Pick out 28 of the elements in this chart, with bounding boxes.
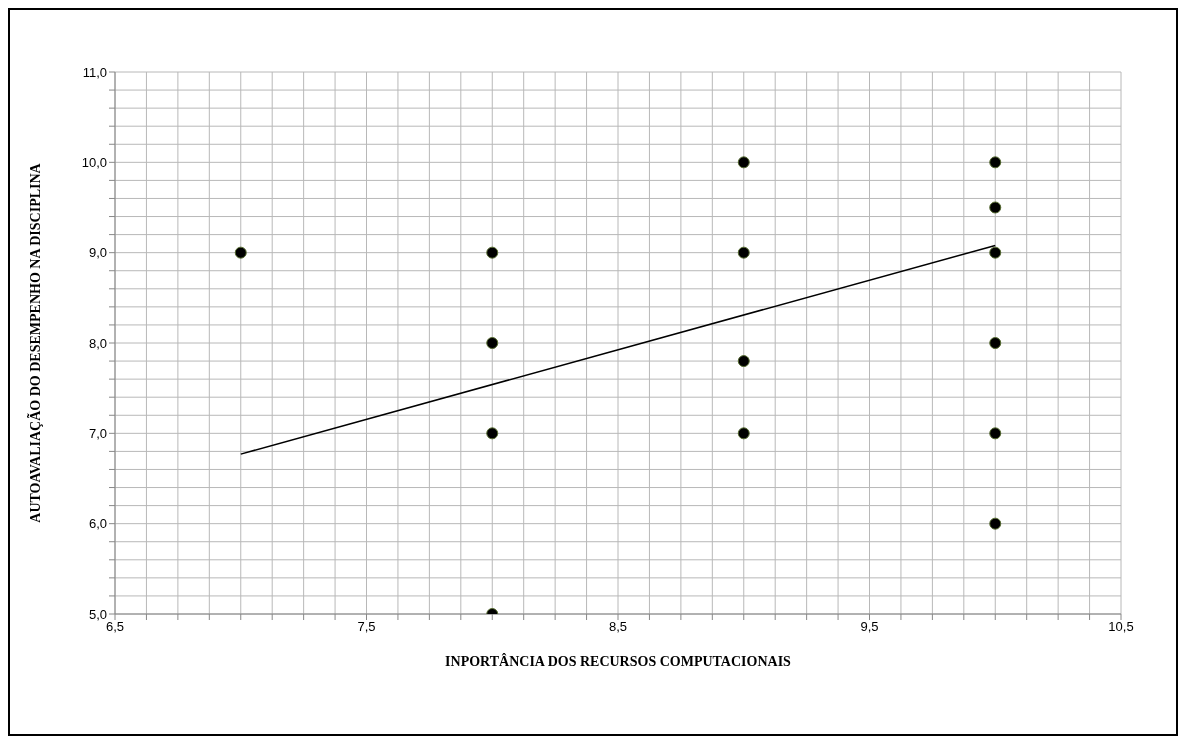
- x-tick-label: 9,5: [860, 619, 879, 635]
- point: [989, 201, 1002, 214]
- point: [737, 355, 750, 368]
- point: [737, 246, 750, 259]
- point: [737, 427, 750, 440]
- point: [486, 427, 499, 440]
- point: [989, 246, 1002, 259]
- y-tick-label: 6,0: [88, 516, 107, 532]
- x-axis-title: INPORTÂNCIA DOS RECURSOS COMPUTACIONAIS: [445, 653, 792, 669]
- point: [737, 156, 750, 169]
- point: [989, 427, 1002, 440]
- point: [234, 246, 247, 259]
- x-tick-label: 10,5: [1108, 619, 1134, 635]
- y-tick-label: 10,0: [81, 154, 107, 170]
- y-tick-label: 8,0: [88, 335, 107, 351]
- y-tick-label: 5,0: [88, 606, 107, 622]
- x-tick-label: 7,5: [357, 619, 376, 635]
- y-tick-label: 9,0: [88, 245, 107, 261]
- y-axis-title: AUTOAVALIAÇÃO DO DESEMPENHO NA DISCIPLINA: [25, 162, 43, 523]
- point: [989, 517, 1002, 530]
- y-tick-label: 11,0: [82, 64, 107, 80]
- point: [989, 156, 1002, 169]
- y-tick-label: 7,0: [88, 425, 107, 441]
- x-tick-label: 8,5: [608, 619, 628, 635]
- point: [486, 337, 499, 349]
- x-tick-label: 6,5: [105, 619, 125, 635]
- point: [989, 337, 1002, 349]
- point: [486, 246, 499, 259]
